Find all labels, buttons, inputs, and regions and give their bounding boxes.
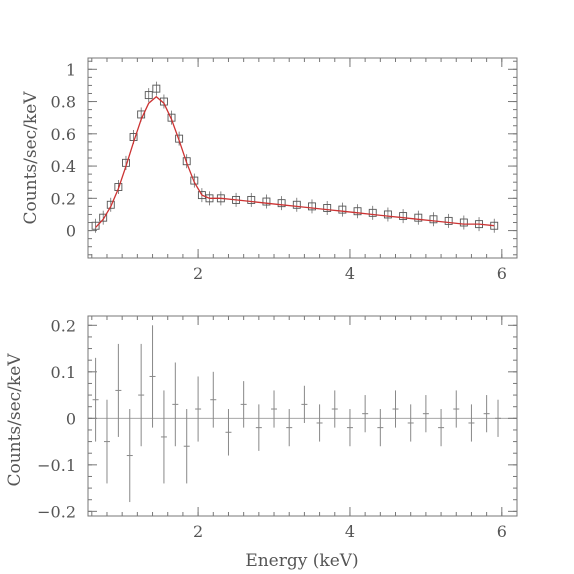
top-x-ticks: 2 4 6 — [91, 58, 507, 283]
x-tick-label: 2 — [193, 264, 203, 283]
y-tick-label: 0.1 — [51, 363, 76, 382]
data-point — [338, 205, 347, 214]
bottom-y-ticks: −0.2 −0.1 0 0.1 0.2 — [37, 316, 517, 521]
bottom-y-axis-label: Counts/sec/keV — [5, 353, 25, 487]
y-tick-label: 0.4 — [51, 157, 76, 176]
top-panel: 2 4 6 0 0.2 0.4 0.6 0.8 1 Counts/sec/keV — [21, 57, 518, 283]
data-point — [262, 197, 271, 206]
y-tick-label: −0.2 — [37, 502, 76, 521]
top-y-ticks: 0 0.2 0.4 0.6 0.8 1 — [51, 60, 517, 256]
data-point — [368, 208, 377, 217]
y-tick-label: 1 — [66, 60, 76, 79]
y-tick-label: 0 — [66, 409, 76, 428]
x-tick-label: 4 — [345, 522, 355, 541]
data-point — [106, 200, 115, 209]
y-tick-label: 0 — [66, 222, 76, 241]
data-point — [429, 215, 438, 224]
data-point — [459, 218, 468, 227]
data-point — [182, 157, 191, 166]
data-point — [247, 195, 256, 204]
data-point — [308, 202, 316, 211]
data-point — [114, 183, 123, 191]
residual-error-bars — [92, 325, 502, 503]
data-point — [444, 216, 453, 225]
data-point — [399, 212, 408, 221]
y-tick-label: −0.1 — [37, 456, 76, 475]
top-data-points — [91, 81, 499, 233]
x-tick-label: 6 — [497, 522, 507, 541]
data-point — [277, 199, 286, 208]
data-point — [91, 221, 100, 230]
data-point — [383, 210, 392, 219]
top-plot-frame — [87, 57, 518, 259]
y-tick-label: 0.2 — [51, 316, 76, 335]
bottom-panel: 2 4 6 −0.2 −0.1 0 0.1 0.2 Counts/sec/keV Energ… — [5, 315, 518, 571]
x-tick-label: 6 — [497, 264, 507, 283]
x-tick-label: 4 — [345, 264, 355, 283]
y-tick-label: 0.8 — [51, 93, 76, 112]
model-line — [95, 95, 495, 228]
top-y-axis-label: Counts/sec/keV — [21, 91, 41, 225]
data-point — [292, 200, 301, 209]
data-point — [323, 204, 332, 212]
data-point — [353, 207, 362, 216]
data-point — [152, 84, 161, 93]
data-point — [99, 213, 108, 222]
data-point — [197, 191, 206, 200]
data-point — [144, 91, 153, 100]
x-axis-label: Energy (keV) — [245, 551, 358, 571]
data-point — [190, 176, 199, 185]
x-tick-label: 2 — [193, 522, 203, 541]
data-point — [159, 97, 168, 106]
y-tick-label: 0.2 — [51, 189, 76, 208]
y-tick-label: 0.6 — [51, 125, 76, 144]
data-point — [414, 213, 423, 222]
bottom-plot-frame — [87, 315, 518, 517]
bottom-x-ticks: 2 4 6 — [91, 316, 507, 541]
